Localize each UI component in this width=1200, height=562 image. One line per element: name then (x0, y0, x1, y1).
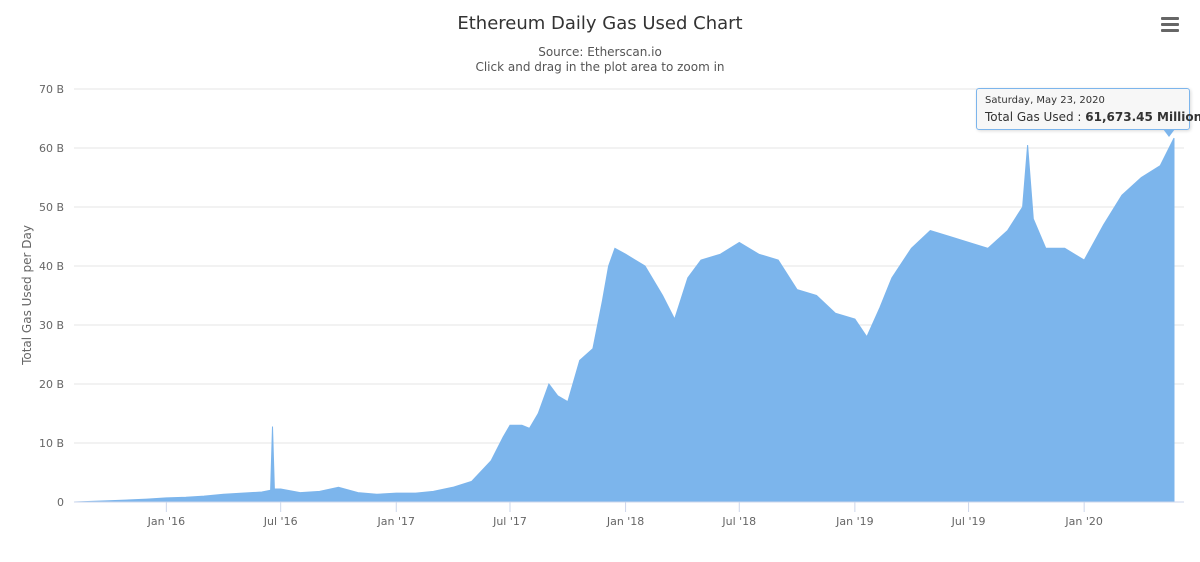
chart-zoom-hint: Click and drag in the plot area to zoom … (475, 60, 724, 74)
y-tick-label: 60 B (39, 142, 64, 155)
y-tick-label: 70 B (39, 83, 64, 96)
series-area-gas-used[interactable] (73, 137, 1175, 503)
tooltip-date: Saturday, May 23, 2020 (985, 95, 1105, 106)
series-area[interactable] (73, 137, 1175, 503)
tooltip-line: Total Gas Used : 61,673.45 Million (985, 109, 1200, 125)
y-tick-label: 40 B (39, 260, 64, 273)
chart-title: Ethereum Daily Gas Used Chart (457, 13, 742, 34)
y-tick-label: 0 (57, 496, 64, 509)
x-tick-label: Jan '19 (835, 515, 873, 528)
x-tick-label: Jul '18 (721, 515, 756, 528)
chart-subtitle: Source: Etherscan.io (538, 45, 662, 59)
x-tick-label: Jul '16 (263, 515, 298, 528)
x-tick-label: Jan '18 (606, 515, 644, 528)
y-axis-ticks: 0 10 B 20 B 30 B 40 B 50 B 60 B 70 B (39, 83, 64, 509)
x-tick-label: Jul '19 (951, 515, 986, 528)
x-tick-label: Jan '20 (1064, 515, 1102, 528)
y-tick-label: 30 B (39, 319, 64, 332)
tooltip: Saturday, May 23, 2020 Total Gas Used : … (976, 88, 1200, 130)
y-tick-label: 50 B (39, 201, 64, 214)
x-axis-ticks: Jan '16 Jul '16 Jan '17 Jul '17 Jan '18 Jul '… (147, 502, 1103, 528)
tooltip-pointer (1163, 129, 1175, 137)
menu-bar (1161, 29, 1179, 32)
x-tick-label: Jan '16 (147, 515, 185, 528)
y-axis-label: Total Gas Used per Day (20, 225, 34, 366)
x-tick-label: Jul '17 (492, 515, 527, 528)
y-tick-label: 20 B (39, 378, 64, 391)
y-tick-label: 10 B (39, 437, 64, 450)
menu-bar (1161, 23, 1179, 26)
x-tick-label: Jan '17 (377, 515, 415, 528)
hamburger-menu-icon[interactable] (1158, 14, 1182, 36)
menu-bar (1161, 17, 1179, 20)
tooltip-value: 61,673.45 Million (1085, 110, 1200, 124)
tooltip-label: Total Gas Used : (985, 110, 1086, 124)
